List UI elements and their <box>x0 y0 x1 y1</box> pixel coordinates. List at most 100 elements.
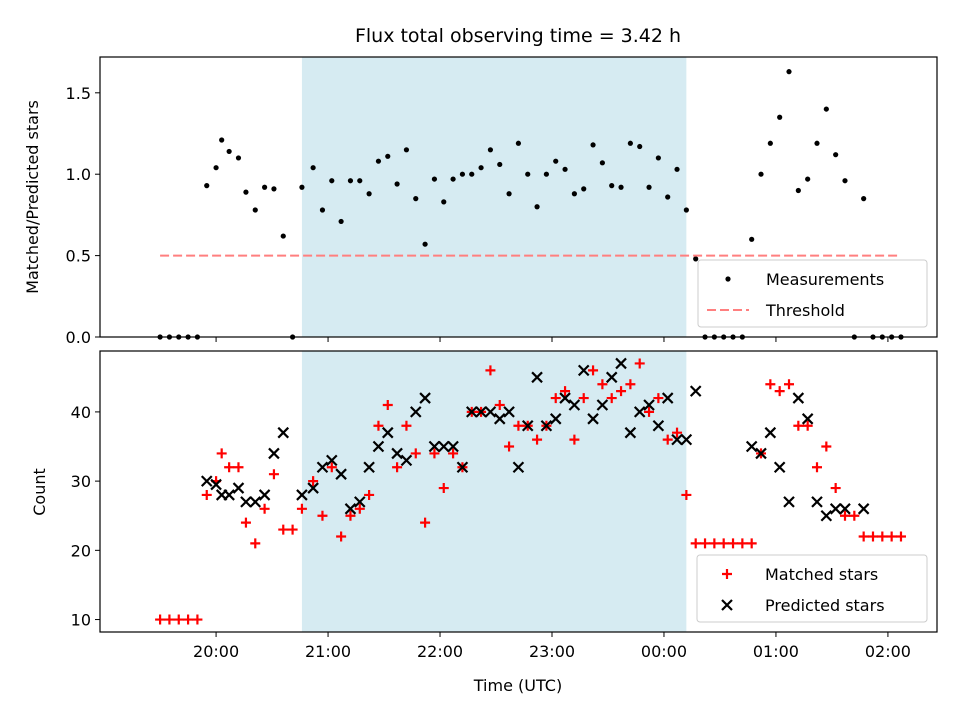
matched-star-point <box>578 393 589 404</box>
predicted-star-point <box>549 413 562 425</box>
top-y-ticks: 0.0 0.5 1.0 1.5 <box>66 84 100 347</box>
matched-star-point <box>784 379 795 390</box>
matched-star-point <box>364 489 375 500</box>
x-tick-label: 20:00 <box>193 642 239 661</box>
bottom-y-axis-label: Count <box>30 468 49 516</box>
matched-star-point <box>895 531 906 542</box>
matched-star-point <box>504 441 515 452</box>
predicted-star-point <box>277 426 290 439</box>
predicted-star-point <box>596 399 609 411</box>
measurement-point <box>637 143 643 150</box>
measurement-point <box>262 184 268 190</box>
measurement-point <box>375 158 382 164</box>
matched-star-point <box>233 462 244 473</box>
predicted-star-point <box>773 461 786 474</box>
measurement-point <box>319 207 326 213</box>
measurement-point <box>226 148 232 155</box>
chart-title: Flux total observing time = 3.42 h <box>355 25 681 47</box>
measurement-point <box>786 69 792 75</box>
predicted-star-point <box>745 440 758 453</box>
legend-label: Measurements <box>766 270 884 289</box>
predicted-star-point <box>643 399 655 411</box>
x-tick-label: 00:00 <box>641 642 687 661</box>
matched-star-point <box>308 476 319 487</box>
matched-star-point <box>373 420 384 431</box>
predicted-star-point <box>200 475 213 487</box>
matched-star-point <box>830 483 841 494</box>
matched-star-point <box>849 510 860 521</box>
measurement-point <box>357 178 363 184</box>
predicted-star-point <box>475 406 487 418</box>
predicted-star-point <box>540 419 553 432</box>
measurement-point <box>627 140 633 146</box>
predicted-star-point <box>484 406 497 418</box>
bottom-panel: 10 20 30 40 20:00 21:00 22:00 23:00 00:00 01:00 0… <box>30 350 938 695</box>
measurement-point <box>431 176 438 182</box>
measurement-point <box>280 233 286 239</box>
measurement-point <box>422 241 428 247</box>
matched-star-point <box>532 434 543 445</box>
predicted-star-point <box>587 413 599 425</box>
x-tick-label: 02:00 <box>865 642 911 661</box>
measurement-point <box>814 140 820 146</box>
measurement-point <box>777 114 783 120</box>
predicted-star-point <box>240 496 252 508</box>
predicted-star-point <box>456 461 469 474</box>
predicted-star-point <box>210 478 222 491</box>
matched-star-point <box>420 517 431 528</box>
predicted-star-point <box>447 440 459 453</box>
legend-marker-dot <box>725 276 731 282</box>
matched-star-point <box>287 524 298 535</box>
predicted-star-point <box>363 461 375 474</box>
predicted-star-point <box>296 489 308 501</box>
matched-star-point <box>662 434 673 445</box>
predicted-star-point <box>493 413 506 425</box>
top-panel: 0.0 0.5 1.0 1.5 Matched/Predicted stars Mea… <box>23 56 938 347</box>
legend-label: Matched stars <box>765 565 878 584</box>
measurement-point <box>299 184 305 190</box>
predicted-star-point <box>671 433 683 446</box>
matched-star-point <box>886 531 897 542</box>
matched-star-point <box>513 420 524 431</box>
matched-star-point <box>550 393 561 404</box>
measurement-point <box>823 106 829 112</box>
predicted-star-point <box>307 482 319 494</box>
y-tick-label: 20 <box>71 541 91 560</box>
measurement-point <box>534 204 540 210</box>
predicted-star-point <box>316 461 329 474</box>
matched-star-point <box>681 489 692 500</box>
measurement-point <box>609 183 615 189</box>
measurement-point <box>805 176 811 182</box>
matched-star-point <box>625 379 636 390</box>
predicted-star-point <box>268 447 280 460</box>
matched-star-point <box>839 510 850 521</box>
measurement-point <box>599 160 605 166</box>
y-tick-label: 30 <box>71 472 91 491</box>
matched-star-point <box>634 358 645 369</box>
measurement-point <box>403 147 410 153</box>
observing-window-shade <box>301 351 687 632</box>
measurement-point <box>252 207 258 213</box>
measurement-point <box>655 155 661 161</box>
predicted-star-point <box>689 385 702 397</box>
predicted-star-point <box>400 454 413 467</box>
measurement-point <box>478 165 484 171</box>
measurement-point <box>271 186 277 192</box>
matched-star-point <box>183 614 194 625</box>
matched-star-point <box>765 379 776 390</box>
measurement-point <box>310 165 316 171</box>
matched-star-point <box>438 483 449 494</box>
measurement-point <box>235 155 242 161</box>
matched-star-point <box>700 538 711 549</box>
measurement-point <box>525 171 531 177</box>
predicted-star-point <box>680 433 693 446</box>
top-y-axis-label: Matched/Predicted stars <box>23 100 42 294</box>
legend-box <box>696 554 928 623</box>
matched-star-point <box>867 531 878 542</box>
matched-star-point <box>401 420 412 431</box>
matched-star-point <box>821 441 832 452</box>
matched-star-point <box>588 365 599 376</box>
matched-star-point <box>345 510 356 521</box>
measurement-point <box>693 256 699 262</box>
